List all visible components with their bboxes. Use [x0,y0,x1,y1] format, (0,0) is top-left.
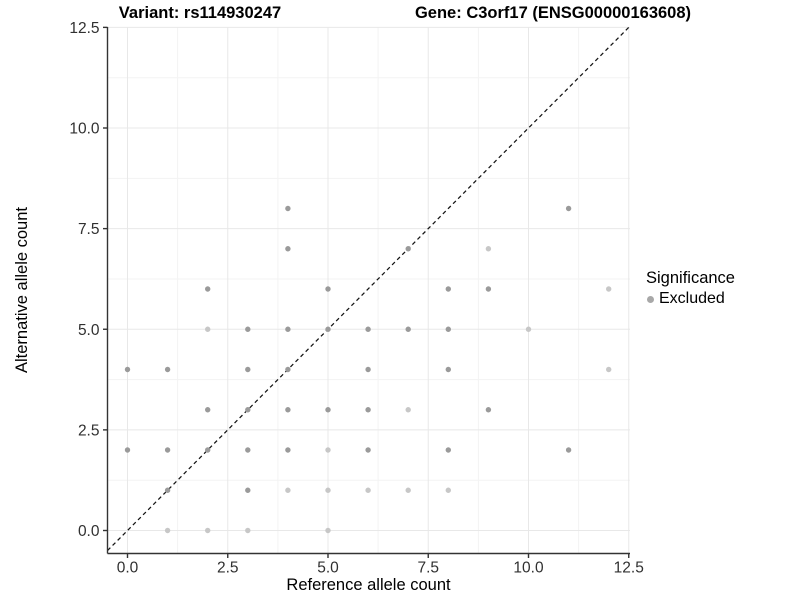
scatter-point [325,326,331,332]
scatter-point [164,487,171,493]
scatter-point [405,246,411,252]
scatter-point [405,487,411,493]
scatter-point [164,366,171,373]
scatter-point [164,447,171,453]
x-tick-label: 2.5 [217,560,239,577]
scatter-point [205,407,211,413]
scatter-point [365,366,371,373]
scatter-point [365,407,371,413]
y-tick-label: 7.5 [78,221,100,238]
scatter-point [325,487,331,493]
scatter-point [445,366,451,373]
x-tick-label: 5.0 [317,560,339,577]
scatter-point [285,326,291,332]
scatter-point [485,407,492,413]
scatter-point [245,407,251,413]
scatter-point [325,447,331,453]
y-axis-title: Alternative allele count [13,207,31,374]
scatter-point [525,326,532,332]
x-tick-label: 12.5 [614,560,644,577]
scatter-point [205,527,211,534]
scatter-point [405,326,411,332]
scatter-point [245,447,251,453]
scatter-point [205,326,211,332]
scatter-point [365,487,371,493]
legend-title: Significance [646,269,735,287]
scatter-point [365,326,371,332]
y-tick-label: 12.5 [69,20,99,37]
scatter-point [124,447,131,453]
scatter-point [325,286,331,292]
scatter-point [606,366,612,373]
scatter-point [245,487,251,493]
legend-item-label: Excluded [659,290,725,307]
scatter-point [164,527,171,534]
scatter-point [565,205,572,212]
legend-item-excluded: Excluded [647,290,735,308]
scatter-point [245,527,251,534]
scatter-point [405,407,411,413]
scatter-point [205,447,211,453]
x-tick-label: 0.0 [117,560,139,577]
scatter-point [606,286,612,292]
scatter-point [285,205,291,212]
y-tick-label: 0.0 [78,523,100,540]
scatter-point [245,366,251,373]
scatter-point [485,286,492,292]
scatter-point [445,286,451,292]
scatter-point [285,246,291,252]
scatter-point [285,366,291,373]
scatter-point [285,447,291,453]
y-tick-label: 2.5 [78,422,100,439]
scatter-point [445,487,451,493]
scatter-point [365,447,371,453]
y-tick-label: 10.0 [69,121,100,138]
variant-title: Variant: rs114930247 [118,4,282,22]
legend: Significance Excluded [646,269,735,308]
scatter-point [325,527,331,534]
scatter-point [124,366,131,373]
x-axis-title: Reference allele count [286,576,451,594]
scatter-point [565,447,572,453]
y-tick-label: 5.0 [78,322,100,339]
scatter-point [445,447,451,453]
scatter-point [325,407,331,413]
identity-line [107,25,631,552]
x-tick-label: 7.5 [417,560,439,577]
scatter-point [245,326,251,332]
x-tick-label: 10.0 [513,560,544,577]
scatter-point [485,246,492,252]
excluded-point-icon [647,295,654,303]
gene-title: Gene: C3orf17 (ENSG00000163608) [414,4,692,22]
scatter-point [285,487,291,493]
scatter-point [445,326,451,332]
scatter-point [285,407,291,413]
scatter-point [205,286,211,292]
